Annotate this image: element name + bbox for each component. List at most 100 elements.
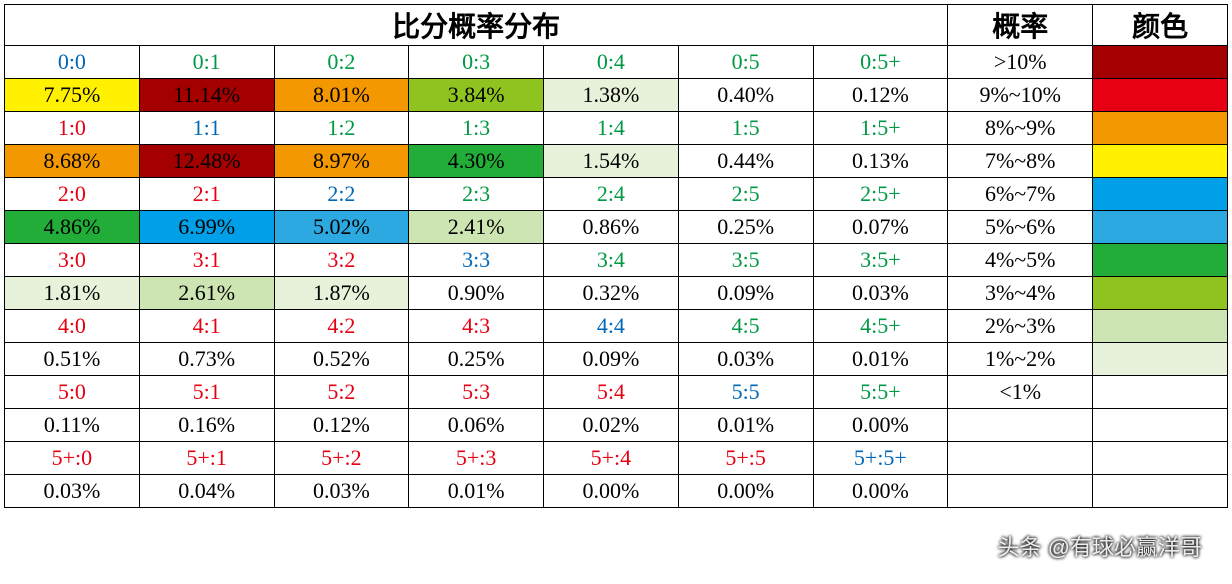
grid-cell: 1:5+: [813, 112, 948, 145]
grid-cell: 0.11%: [5, 409, 140, 442]
legend-swatch: [1093, 475, 1228, 508]
grid-cell: 0.02%: [544, 409, 679, 442]
legend-label: 6%~7%: [948, 178, 1093, 211]
grid-cell: 5:5: [678, 376, 813, 409]
legend-swatch: [1093, 409, 1228, 442]
grid-cell: 2:5+: [813, 178, 948, 211]
grid-cell: 5+:2: [274, 442, 409, 475]
grid-cell: 8.68%: [5, 145, 140, 178]
grid-cell: 5+:5+: [813, 442, 948, 475]
grid-cell: 3:3: [409, 244, 544, 277]
grid-cell: 0.00%: [813, 475, 948, 508]
grid-cell: 0:4: [544, 46, 679, 79]
score-probability-table: 比分概率分布概率颜色0:00:10:20:30:40:50:5+>10%7.75…: [4, 4, 1228, 508]
grid-cell: 4:1: [139, 310, 274, 343]
grid-cell: 2.61%: [139, 277, 274, 310]
grid-cell: 0.73%: [139, 343, 274, 376]
grid-cell: 0.52%: [274, 343, 409, 376]
legend-label: 8%~9%: [948, 112, 1093, 145]
grid-cell: 1:1: [139, 112, 274, 145]
grid-cell: 2.41%: [409, 211, 544, 244]
grid-cell: 5+:0: [5, 442, 140, 475]
grid-cell: 0.44%: [678, 145, 813, 178]
legend-label: 2%~3%: [948, 310, 1093, 343]
grid-cell: 4.30%: [409, 145, 544, 178]
grid-cell: 3:2: [274, 244, 409, 277]
grid-cell: 0.00%: [678, 475, 813, 508]
grid-cell: 0.00%: [544, 475, 679, 508]
grid-cell: 5+:1: [139, 442, 274, 475]
grid-cell: 4:0: [5, 310, 140, 343]
grid-cell: 3:0: [5, 244, 140, 277]
grid-cell: 3.84%: [409, 79, 544, 112]
grid-cell: 0.03%: [678, 343, 813, 376]
legend-label: 9%~10%: [948, 79, 1093, 112]
grid-cell: 1.38%: [544, 79, 679, 112]
legend-swatch: [1093, 442, 1228, 475]
legend-swatch: [1093, 145, 1228, 178]
grid-cell: 0.86%: [544, 211, 679, 244]
legend-label: [948, 442, 1093, 475]
grid-cell: 4:4: [544, 310, 679, 343]
grid-cell: 0.01%: [813, 343, 948, 376]
grid-cell: 0:0: [5, 46, 140, 79]
grid-cell: 0.04%: [139, 475, 274, 508]
legend-swatch: [1093, 211, 1228, 244]
legend-label: 5%~6%: [948, 211, 1093, 244]
grid-cell: 0.51%: [5, 343, 140, 376]
grid-cell: 5:5+: [813, 376, 948, 409]
grid-cell: 8.97%: [274, 145, 409, 178]
grid-cell: 11.14%: [139, 79, 274, 112]
grid-cell: 1:4: [544, 112, 679, 145]
grid-cell: 8.01%: [274, 79, 409, 112]
grid-cell: 6.99%: [139, 211, 274, 244]
grid-cell: 0.25%: [409, 343, 544, 376]
grid-cell: 0.25%: [678, 211, 813, 244]
grid-cell: 0.16%: [139, 409, 274, 442]
grid-cell: 0.06%: [409, 409, 544, 442]
grid-cell: 0.03%: [5, 475, 140, 508]
grid-cell: 2:2: [274, 178, 409, 211]
grid-cell: 5.02%: [274, 211, 409, 244]
grid-cell: 5:3: [409, 376, 544, 409]
legend-label: 7%~8%: [948, 145, 1093, 178]
grid-cell: 0.13%: [813, 145, 948, 178]
grid-cell: 4:5+: [813, 310, 948, 343]
grid-cell: 3:4: [544, 244, 679, 277]
grid-cell: 1.54%: [544, 145, 679, 178]
grid-cell: 4:5: [678, 310, 813, 343]
grid-cell: 2:0: [5, 178, 140, 211]
watermark-text: 头条 @有球必赢洋哥: [998, 530, 1202, 562]
grid-cell: 0.01%: [409, 475, 544, 508]
grid-cell: 1.81%: [5, 277, 140, 310]
header-color: 颜色: [1093, 5, 1228, 46]
legend-swatch: [1093, 46, 1228, 79]
grid-cell: 5:1: [139, 376, 274, 409]
legend-swatch: [1093, 310, 1228, 343]
grid-cell: 5+:3: [409, 442, 544, 475]
legend-swatch: [1093, 79, 1228, 112]
grid-cell: 0:1: [139, 46, 274, 79]
legend-swatch: [1093, 244, 1228, 277]
legend-label: <1%: [948, 376, 1093, 409]
header-main: 比分概率分布: [5, 5, 948, 46]
legend-label: [948, 409, 1093, 442]
header-prob: 概率: [948, 5, 1093, 46]
grid-cell: 0:5+: [813, 46, 948, 79]
grid-cell: 0.12%: [813, 79, 948, 112]
grid-cell: 0.01%: [678, 409, 813, 442]
grid-cell: 0:2: [274, 46, 409, 79]
grid-cell: 0.90%: [409, 277, 544, 310]
legend-swatch: [1093, 343, 1228, 376]
grid-cell: 0:3: [409, 46, 544, 79]
legend-swatch: [1093, 178, 1228, 211]
legend-swatch: [1093, 112, 1228, 145]
legend-label: [948, 475, 1093, 508]
grid-cell: 12.48%: [139, 145, 274, 178]
legend-label: 3%~4%: [948, 277, 1093, 310]
legend-label: >10%: [948, 46, 1093, 79]
grid-cell: 2:4: [544, 178, 679, 211]
grid-cell: 0.03%: [274, 475, 409, 508]
grid-cell: 7.75%: [5, 79, 140, 112]
grid-cell: 0.12%: [274, 409, 409, 442]
